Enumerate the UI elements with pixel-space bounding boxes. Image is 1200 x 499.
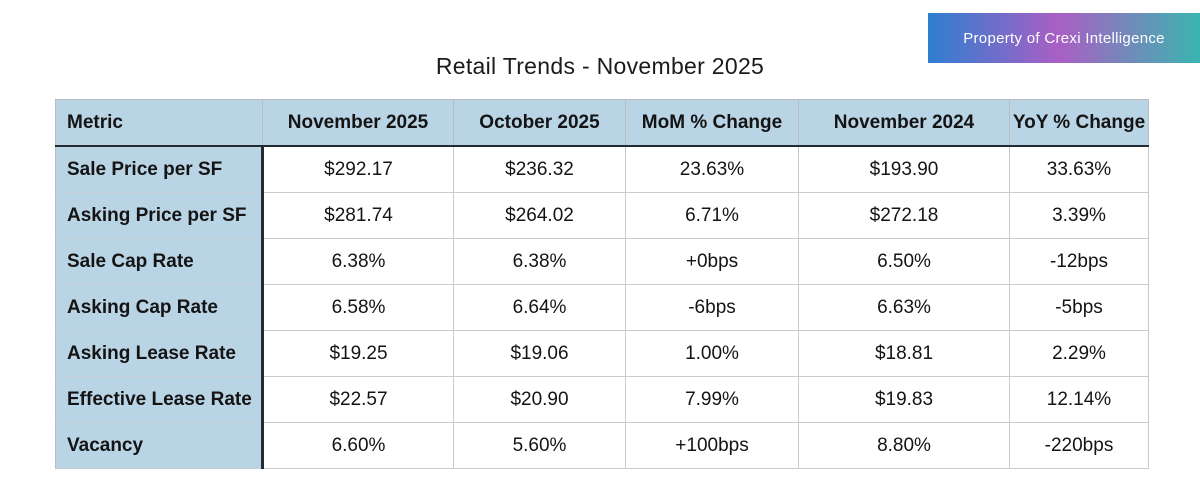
cell-value: -5bps [1009,284,1149,331]
metric-label: Vacancy [55,422,264,469]
cell-value: 6.60% [262,422,454,469]
cell-value: -220bps [1009,422,1149,469]
cell-value: $193.90 [798,145,1010,193]
table-row-vacancy: Vacancy 6.60% 5.60% +100bps 8.80% -220bp… [55,422,1149,469]
page-title: Retail Trends - November 2025 [435,53,765,79]
column-header-mom-change: MoM % Change [625,99,799,147]
cell-value: 6.58% [262,284,454,331]
column-header-yoy-change: YoY % Change [1009,99,1149,147]
retail-trends-table: Metric November 2025 October 2025 MoM % … [55,99,1149,469]
cell-value: 2.29% [1009,330,1149,377]
metric-label: Asking Price per SF [55,192,264,239]
table-row-sale-price-per-sf: Sale Price per SF $292.17 $236.32 23.63%… [55,145,1149,193]
cell-value: 6.71% [625,192,799,239]
column-header-october-2025: October 2025 [453,99,626,147]
metric-label: Asking Cap Rate [55,284,264,331]
cell-value: 5.60% [453,422,626,469]
cell-value: $236.32 [453,145,626,193]
crexi-watermark-label: Property of Crexi Intelligence [963,29,1165,47]
table-row-asking-cap-rate: Asking Cap Rate 6.58% 6.64% -6bps 6.63% … [55,284,1149,331]
crexi-watermark-badge: Property of Crexi Intelligence [928,13,1200,63]
cell-value: -6bps [625,284,799,331]
column-header-november-2025: November 2025 [262,99,454,147]
cell-value: 7.99% [625,376,799,423]
metric-label: Effective Lease Rate [55,376,264,423]
column-header-metric: Metric [55,99,263,147]
cell-value: +0bps [625,238,799,285]
cell-value: $18.81 [798,330,1010,377]
cell-value: 6.50% [798,238,1010,285]
metric-label: Asking Lease Rate [55,330,264,377]
table-row-sale-cap-rate: Sale Cap Rate 6.38% 6.38% +0bps 6.50% -1… [55,238,1149,285]
cell-value: $19.83 [798,376,1010,423]
cell-value: 3.39% [1009,192,1149,239]
cell-value: $22.57 [262,376,454,423]
cell-value: 23.63% [625,145,799,193]
table-row-effective-lease-rate: Effective Lease Rate $22.57 $20.90 7.99%… [55,376,1149,423]
column-header-november-2024: November 2024 [798,99,1010,147]
cell-value: 6.38% [453,238,626,285]
metric-label: Sale Price per SF [55,145,264,193]
cell-value: $281.74 [262,192,454,239]
cell-value: 12.14% [1009,376,1149,423]
cell-value: 33.63% [1009,145,1149,193]
cell-value: -12bps [1009,238,1149,285]
cell-value: $292.17 [262,145,454,193]
cell-value: +100bps [625,422,799,469]
table-header-row: Metric November 2025 October 2025 MoM % … [55,99,1149,147]
cell-value: 6.63% [798,284,1010,331]
cell-value: 1.00% [625,330,799,377]
metric-label: Sale Cap Rate [55,238,264,285]
cell-value: $19.25 [262,330,454,377]
cell-value: $19.06 [453,330,626,377]
cell-value: 6.64% [453,284,626,331]
cell-value: 6.38% [262,238,454,285]
cell-value: 8.80% [798,422,1010,469]
cell-value: $264.02 [453,192,626,239]
cell-value: $20.90 [453,376,626,423]
cell-value: $272.18 [798,192,1010,239]
table-row-asking-price-per-sf: Asking Price per SF $281.74 $264.02 6.71… [55,192,1149,239]
table-row-asking-lease-rate: Asking Lease Rate $19.25 $19.06 1.00% $1… [55,330,1149,377]
